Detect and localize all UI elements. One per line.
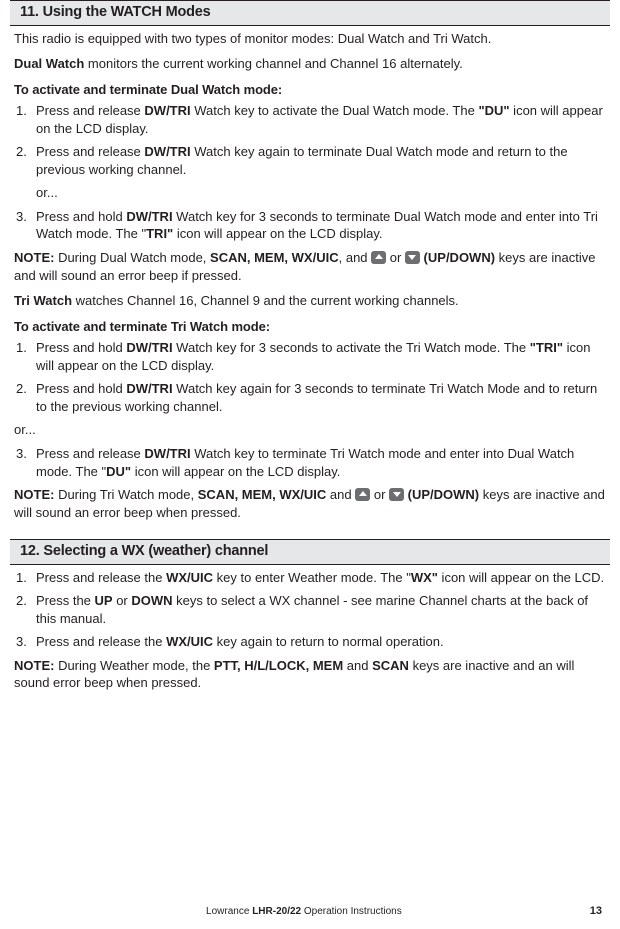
- step-text: Press and release the WX/UIC key to ente…: [36, 569, 606, 587]
- step-number: 1.: [14, 339, 36, 374]
- intro-text: This radio is equipped with two types of…: [14, 30, 606, 48]
- dual-watch-label: Dual Watch: [14, 56, 84, 71]
- note-tri: NOTE: During Tri Watch mode, SCAN, MEM, …: [14, 486, 606, 521]
- dual-subhead: To activate and terminate Dual Watch mod…: [14, 81, 606, 99]
- list-item: 1. Press and hold DW/TRI Watch key for 3…: [14, 339, 606, 374]
- step-number: 3.: [14, 208, 36, 243]
- dual-watch-desc: monitors the current working channel and…: [84, 56, 462, 71]
- or-text: or...: [14, 421, 606, 439]
- tri-subhead: To activate and terminate Tri Watch mode…: [14, 318, 606, 336]
- step-number: 1.: [14, 102, 36, 137]
- step-text: Press and release the WX/UIC key again t…: [36, 633, 606, 651]
- down-icon: [405, 251, 420, 264]
- note-dual: NOTE: During Dual Watch mode, SCAN, MEM,…: [14, 249, 606, 284]
- step-number: 1.: [14, 569, 36, 587]
- up-icon: [371, 251, 386, 264]
- list-item: 3. Press and release DW/TRI Watch key to…: [14, 445, 606, 480]
- dual-steps-list: 1. Press and release DW/TRI Watch key to…: [14, 102, 606, 178]
- tri-watch-lead: Tri Watch watches Channel 16, Channel 9 …: [14, 292, 606, 310]
- page-number: 13: [590, 904, 602, 919]
- step-number: 3.: [14, 633, 36, 651]
- step-text: Press and hold DW/TRI Watch key for 3 se…: [36, 339, 606, 374]
- step-text: Press and hold DW/TRI Watch key for 3 se…: [36, 208, 606, 243]
- list-item: 1. Press and release the WX/UIC key to e…: [14, 569, 606, 587]
- step-text: Press and release DW/TRI Watch key to te…: [36, 445, 606, 480]
- note-wx: NOTE: During Weather mode, the PTT, H/L/…: [14, 657, 606, 692]
- footer-product: Lowrance LHR-20/22 Operation Instruction…: [18, 905, 590, 919]
- dual-steps-list-2: 3. Press and hold DW/TRI Watch key for 3…: [14, 208, 606, 243]
- down-icon: [389, 488, 404, 501]
- wx-steps-list: 1. Press and release the WX/UIC key to e…: [14, 569, 606, 651]
- dual-watch-lead: Dual Watch monitors the current working …: [14, 55, 606, 73]
- list-item: 2. Press and release DW/TRI Watch key ag…: [14, 143, 606, 178]
- section-header-12: 12. Selecting a WX (weather) channel: [10, 539, 610, 565]
- step-number: 2.: [14, 143, 36, 178]
- step-number: 2.: [14, 380, 36, 415]
- tri-watch-label: Tri Watch: [14, 293, 72, 308]
- section-header-11: 11. Using the WATCH Modes: [10, 0, 610, 26]
- list-item: 3. Press and hold DW/TRI Watch key for 3…: [14, 208, 606, 243]
- page-footer: Lowrance LHR-20/22 Operation Instruction…: [14, 904, 606, 919]
- list-item: 3. Press and release the WX/UIC key agai…: [14, 633, 606, 651]
- tri-watch-desc: watches Channel 16, Channel 9 and the cu…: [72, 293, 459, 308]
- step-text: Press and release DW/TRI Watch key to ac…: [36, 102, 606, 137]
- up-icon: [355, 488, 370, 501]
- tri-steps-list: 1. Press and hold DW/TRI Watch key for 3…: [14, 339, 606, 415]
- step-number: 3.: [14, 445, 36, 480]
- list-item: 2. Press the UP or DOWN keys to select a…: [14, 592, 606, 627]
- tri-steps-list-2: 3. Press and release DW/TRI Watch key to…: [14, 445, 606, 480]
- list-item: 1. Press and release DW/TRI Watch key to…: [14, 102, 606, 137]
- list-item: 2. Press and hold DW/TRI Watch key again…: [14, 380, 606, 415]
- step-text: Press the UP or DOWN keys to select a WX…: [36, 592, 606, 627]
- step-number: 2.: [14, 592, 36, 627]
- step-text: Press and hold DW/TRI Watch key again fo…: [36, 380, 606, 415]
- step-text: Press and release DW/TRI Watch key again…: [36, 143, 606, 178]
- or-text: or...: [36, 184, 606, 202]
